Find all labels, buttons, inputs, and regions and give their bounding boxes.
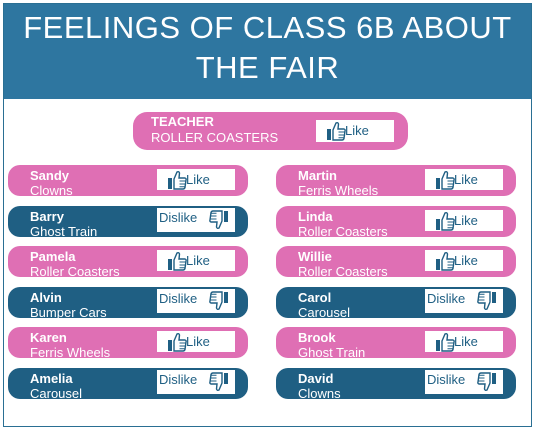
like-badge: Like	[425, 331, 503, 352]
dislike-badge: Dislike	[157, 207, 235, 232]
thumbs-down-icon	[477, 290, 496, 310]
thumbs-up-icon	[436, 332, 455, 352]
student-name: David	[298, 370, 334, 386]
badge-text: Like	[345, 123, 369, 138]
student-card: Amelia Carousel Dislike	[8, 367, 248, 401]
thumbs-up-icon	[436, 170, 455, 190]
badge-text: Dislike	[427, 371, 466, 387]
student-card: Karen Ferris Wheels Like	[8, 327, 248, 360]
ride-name: Carousel	[298, 304, 351, 320]
student-card: Sandy Clowns Like	[8, 165, 248, 198]
student-card: Brook Ghost Train Like	[276, 327, 516, 360]
like-badge: Like	[316, 120, 394, 142]
student-name: Amelia	[30, 370, 73, 386]
ride-name: Roller Coasters	[298, 223, 388, 239]
student-name: Pamela	[30, 249, 76, 264]
thumbs-down-icon	[209, 209, 228, 229]
ride-name: Ghost Train	[30, 223, 98, 239]
like-badge: Like	[425, 250, 503, 271]
dislike-badge: Dislike	[425, 288, 503, 313]
page-title: FEELINGS OF CLASS 6B ABOUT THE FAIR	[4, 8, 531, 88]
ride-name: Roller Coasters	[298, 264, 388, 279]
thumbs-down-icon	[209, 290, 228, 310]
like-badge: Like	[157, 169, 235, 190]
student-name: Linda	[298, 208, 333, 224]
thumbs-down-icon	[209, 371, 228, 391]
student-name: Barry	[30, 208, 64, 224]
title-line-1: FEELINGS OF CLASS 6B ABOUT	[23, 10, 512, 45]
teacher-card: TEACHER ROLLER COASTERS Like	[133, 112, 408, 150]
student-card: Alvin Bumper Cars Dislike	[8, 286, 248, 320]
title-banner: FEELINGS OF CLASS 6B ABOUT THE FAIR	[4, 4, 531, 99]
badge-text: Like	[454, 212, 478, 228]
thumbs-up-icon	[436, 251, 455, 271]
teacher-label: TEACHER	[151, 114, 214, 129]
student-card: David Clowns Dislike	[276, 367, 516, 401]
like-badge: Like	[425, 169, 503, 190]
badge-text: Like	[454, 172, 478, 187]
thumbs-up-icon	[327, 121, 346, 141]
badge-text: Dislike	[159, 209, 198, 225]
dislike-badge: Dislike	[157, 369, 235, 394]
thumbs-down-icon	[477, 371, 496, 391]
student-card: Pamela Roller Coasters Like	[8, 246, 248, 279]
student-name: Willie	[298, 249, 332, 264]
badge-text: Like	[454, 334, 478, 349]
teacher-item: ROLLER COASTERS	[151, 130, 279, 145]
student-card: Carol Carousel Dislike	[276, 286, 516, 320]
thumbs-up-icon	[436, 211, 455, 231]
student-name: Sandy	[30, 168, 70, 183]
badge-text: Like	[186, 334, 210, 349]
ride-name: Ferris Wheels	[298, 183, 379, 198]
student-name: Brook	[298, 330, 336, 345]
dislike-badge: Dislike	[425, 369, 503, 394]
student-card: Linda Roller Coasters Like	[276, 205, 516, 239]
ride-name: Ghost Train	[298, 345, 366, 360]
thumbs-up-icon	[168, 170, 187, 190]
like-badge: Like	[157, 250, 235, 271]
ride-name: Roller Coasters	[30, 264, 120, 279]
like-badge: Like	[425, 209, 503, 231]
student-name: Carol	[298, 289, 332, 305]
dislike-badge: Dislike	[157, 288, 235, 313]
ride-name: Clowns	[30, 183, 73, 198]
like-badge: Like	[157, 331, 235, 352]
student-name: Martin	[298, 168, 337, 183]
student-name: Alvin	[30, 289, 62, 305]
ride-name: Ferris Wheels	[30, 345, 111, 360]
badge-text: Like	[186, 172, 210, 187]
thumbs-up-icon	[168, 332, 187, 352]
ride-name: Bumper Cars	[30, 304, 107, 320]
infographic-frame: FEELINGS OF CLASS 6B ABOUT THE FAIR TEAC…	[3, 3, 532, 427]
badge-text: Dislike	[159, 290, 198, 306]
ride-name: Carousel	[30, 385, 83, 401]
student-card: Barry Ghost Train Dislike	[8, 205, 248, 239]
student-card: Willie Roller Coasters Like	[276, 246, 516, 279]
student-name: Karen	[30, 330, 67, 345]
student-card: Martin Ferris Wheels Like	[276, 165, 516, 198]
badge-text: Dislike	[427, 290, 466, 306]
badge-text: Like	[454, 253, 478, 268]
badge-text: Dislike	[159, 371, 198, 387]
badge-text: Like	[186, 253, 210, 268]
title-line-2: THE FAIR	[195, 50, 340, 85]
thumbs-up-icon	[168, 251, 187, 271]
ride-name: Clowns	[298, 385, 341, 401]
